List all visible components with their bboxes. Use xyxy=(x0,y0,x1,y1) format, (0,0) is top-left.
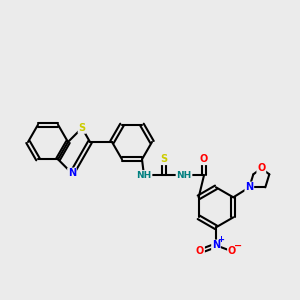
Text: −: − xyxy=(234,241,242,251)
Text: O: O xyxy=(228,246,236,256)
Text: S: S xyxy=(160,154,168,164)
Text: NH: NH xyxy=(176,171,192,180)
Text: O: O xyxy=(257,163,266,173)
Text: O: O xyxy=(196,246,204,256)
Text: S: S xyxy=(78,123,85,133)
Text: N: N xyxy=(245,182,253,192)
Text: +: + xyxy=(218,235,224,244)
Text: O: O xyxy=(200,154,208,164)
Text: N: N xyxy=(68,168,76,178)
Text: NH: NH xyxy=(136,171,152,180)
Text: N: N xyxy=(212,240,220,250)
